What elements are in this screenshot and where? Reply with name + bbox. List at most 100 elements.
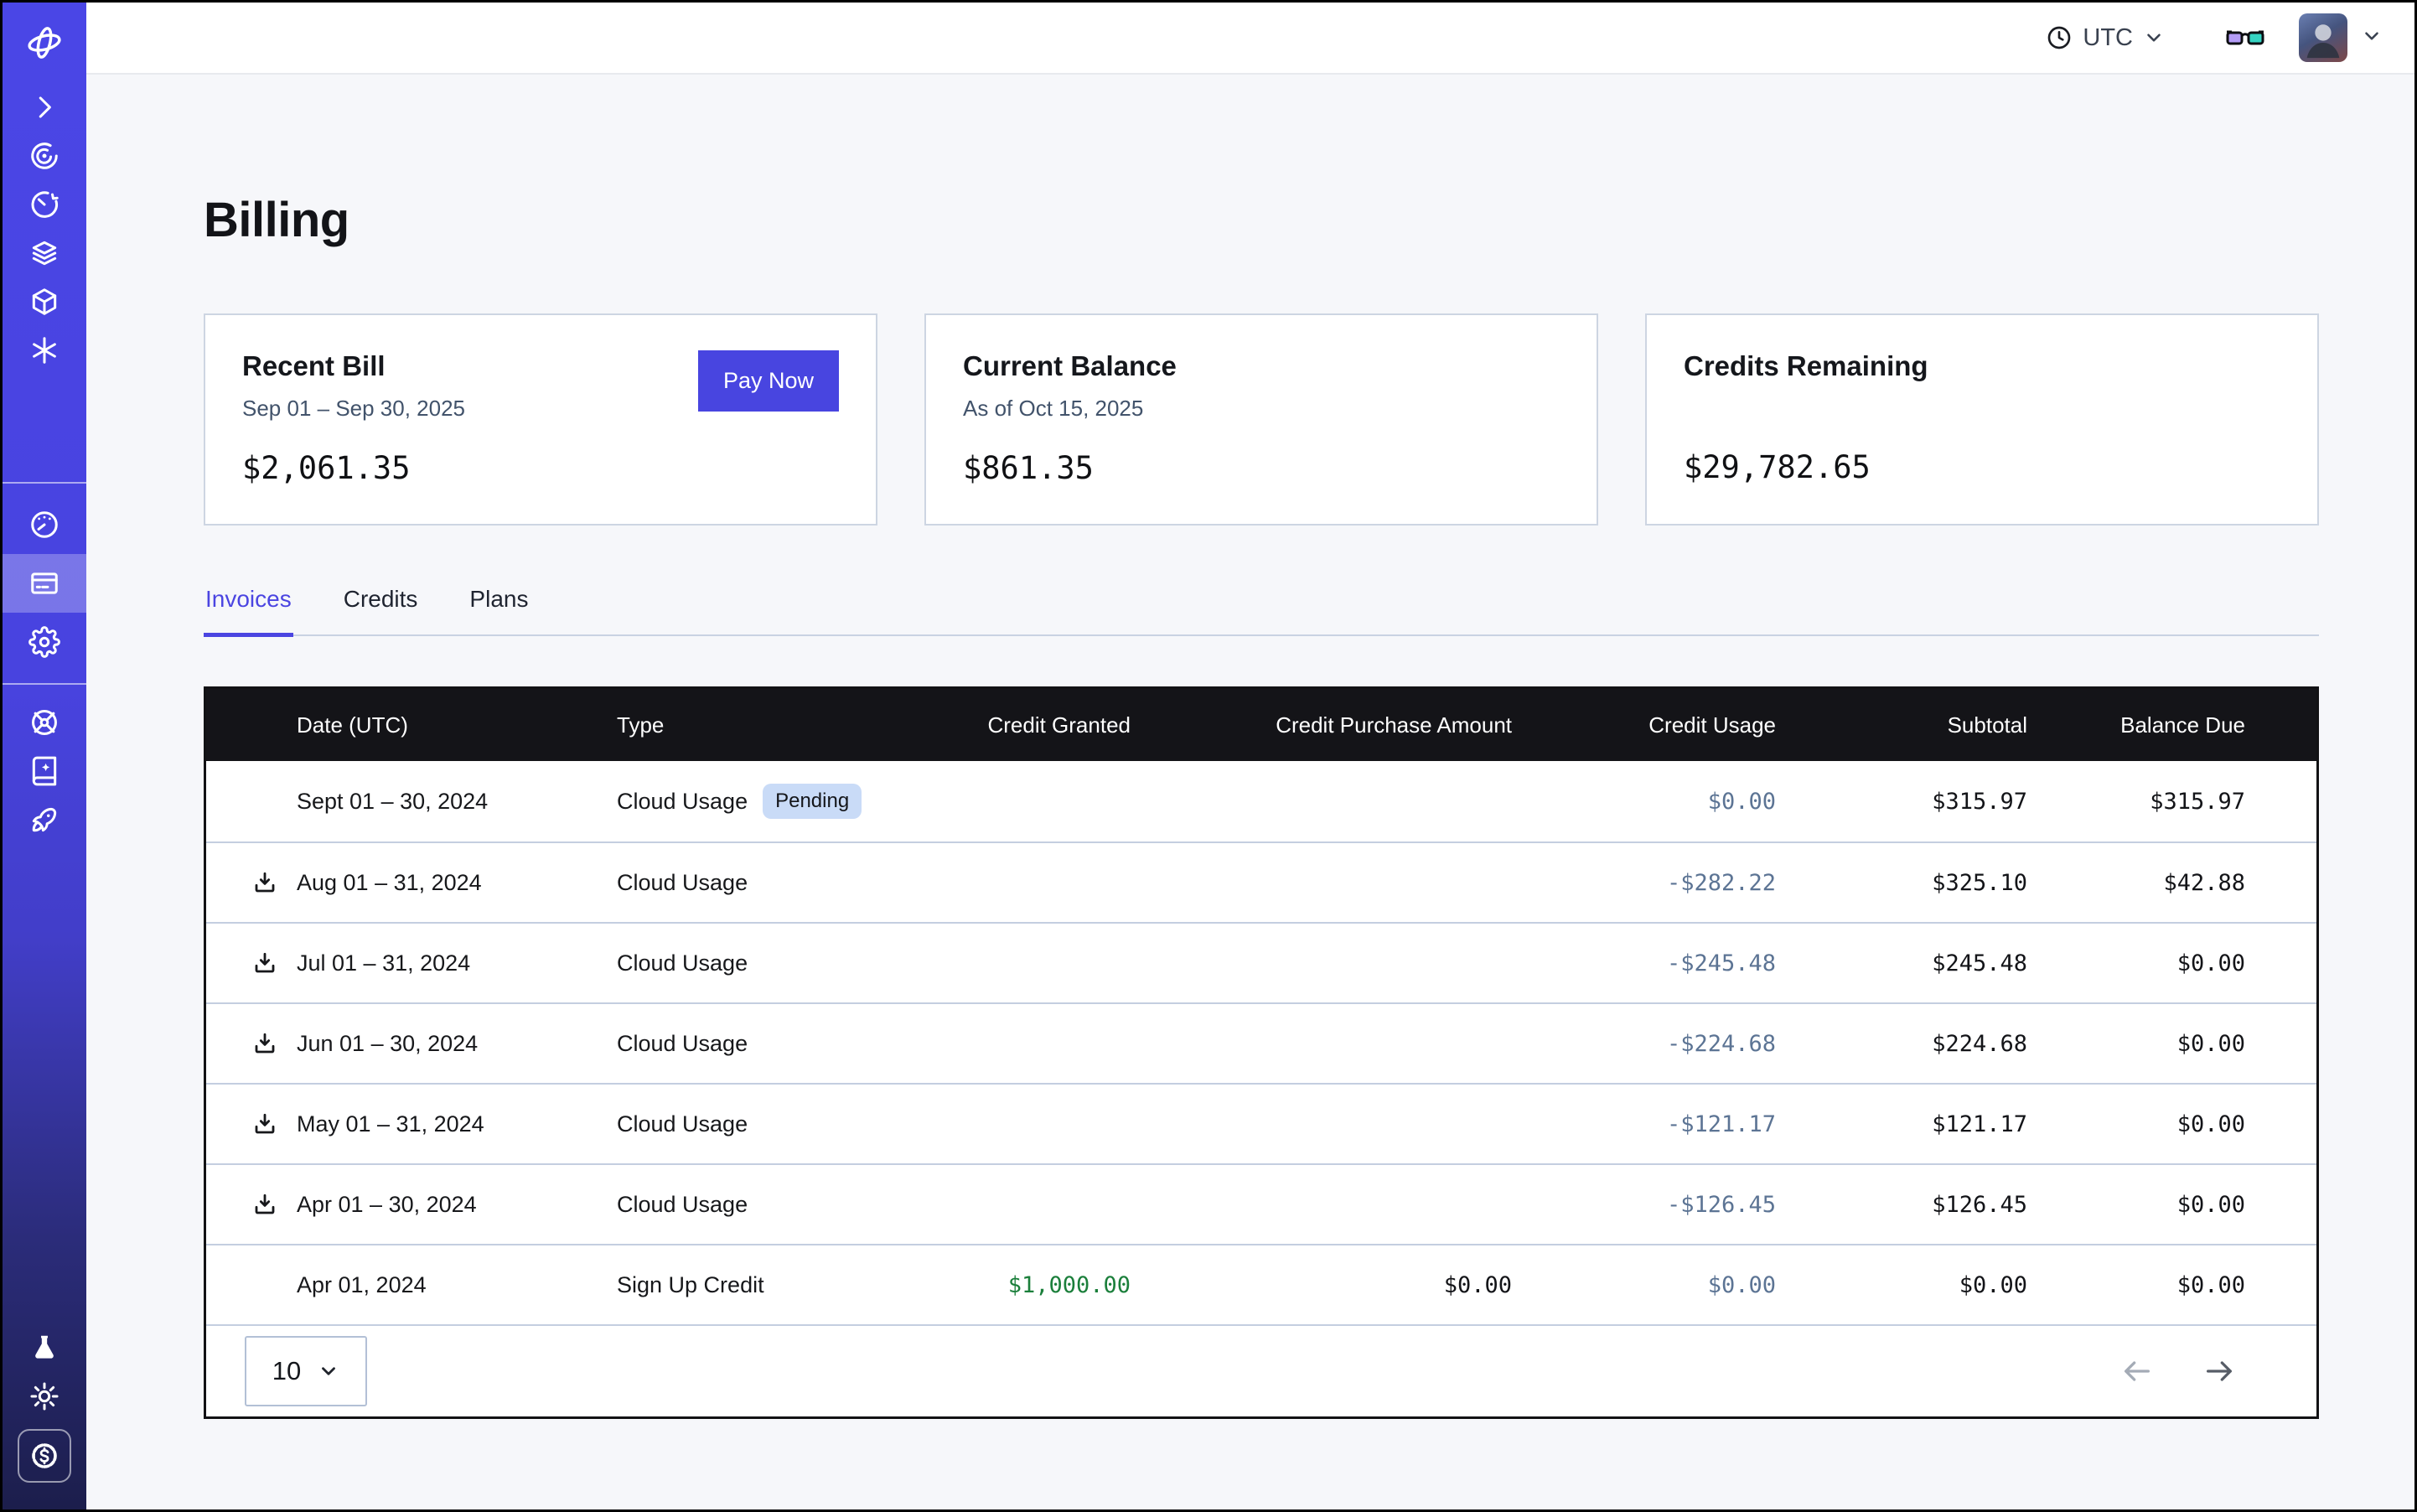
chevron-right-icon xyxy=(39,96,51,118)
credit-usage-cell: $0.00 xyxy=(1707,1271,1776,1298)
invoice-date: Sept 01 – 30, 2024 xyxy=(297,788,489,814)
billing-tabs: Invoices Credits Plans xyxy=(204,574,2319,637)
balance-due-cell: $0.00 xyxy=(2176,1111,2245,1137)
table-row: Jul 01 – 31, 2024 Cloud Usage -$245.48 $… xyxy=(206,922,2316,1002)
sidebar-item-settings[interactable] xyxy=(3,613,86,671)
sidebar-item-docs[interactable] xyxy=(3,747,86,795)
sidebar-item-billing[interactable] xyxy=(3,554,86,613)
credit-purchase-cell: $0.00 xyxy=(1443,1271,1512,1298)
timezone-selector[interactable]: UTC xyxy=(2046,24,2165,52)
invoice-date: Aug 01 – 31, 2024 xyxy=(297,869,482,895)
card-title: Recent Bill xyxy=(242,350,386,381)
book-sparkle-icon xyxy=(32,756,57,786)
invoice-type: Cloud Usage xyxy=(617,950,748,976)
subtotal-cell: $0.00 xyxy=(1959,1271,2027,1298)
invoice-type: Cloud Usage xyxy=(617,1111,748,1137)
table-footer: 10 xyxy=(206,1324,2316,1416)
pagination-controls xyxy=(2120,1354,2236,1388)
invoice-type: Cloud Usage xyxy=(617,1191,748,1217)
wheel-icon xyxy=(32,710,57,735)
column-header-date: Date (UTC) xyxy=(297,712,408,738)
invoice-type: Cloud Usage xyxy=(617,869,748,895)
balance-due-cell: $0.00 xyxy=(2176,1030,2245,1057)
sidebar-group-help xyxy=(3,698,86,844)
page-size-select[interactable]: 10 xyxy=(245,1336,367,1406)
subtotal-cell: $126.45 xyxy=(1932,1191,2027,1218)
download-invoice-button[interactable] xyxy=(248,866,282,899)
balance-due-cell: $315.97 xyxy=(2150,788,2245,815)
credit-usage-cell: -$126.45 xyxy=(1666,1191,1776,1218)
invoice-date: Apr 01, 2024 xyxy=(297,1271,427,1297)
table-row: May 01 – 31, 2024 Cloud Usage -$121.17 $… xyxy=(206,1083,2316,1163)
download-invoice-button[interactable] xyxy=(248,1107,282,1141)
credit-usage-cell: -$282.22 xyxy=(1666,869,1776,896)
pay-now-button[interactable]: Pay Now xyxy=(697,350,839,412)
invoice-date: Jun 01 – 30, 2024 xyxy=(297,1030,479,1056)
table-header-row: Date (UTC) Type Credit Granted Credit Pu… xyxy=(206,689,2316,761)
balance-due-cell: $0.00 xyxy=(2176,1191,2245,1218)
credit-usage-cell: -$121.17 xyxy=(1666,1111,1776,1137)
subtotal-cell: $315.97 xyxy=(1932,788,2027,815)
sidebar-item-usage[interactable] xyxy=(3,495,86,554)
download-invoice-button[interactable] xyxy=(248,1027,282,1060)
subtotal-cell: $224.68 xyxy=(1932,1030,2027,1057)
invoice-date: May 01 – 31, 2024 xyxy=(297,1111,484,1137)
tab-invoices[interactable]: Invoices xyxy=(204,574,293,637)
download-icon xyxy=(255,872,275,893)
sidebar-item-stacks[interactable] xyxy=(3,229,86,277)
table-row: Apr 01, 2024 Sign Up Credit $1,000.00 $0… xyxy=(206,1244,2316,1324)
column-header-credit-purchase: Credit Purchase Amount xyxy=(1276,712,1512,738)
invoice-type: Cloud Usage xyxy=(617,1030,748,1056)
topbar: UTC xyxy=(86,3,2414,75)
subtotal-cell: $325.10 xyxy=(1932,869,2027,896)
card-subtitle: As of Oct 15, 2025 xyxy=(963,396,1144,421)
sidebar-item-credits[interactable] xyxy=(18,1429,71,1483)
sidebar-item-support[interactable] xyxy=(3,698,86,747)
sidebar xyxy=(3,3,86,1509)
invoices-table: Date (UTC) Type Credit Granted Credit Pu… xyxy=(204,686,2319,1419)
sidebar-item-observe[interactable] xyxy=(3,132,86,180)
column-header-type: Type xyxy=(617,712,665,738)
credits-remaining-card: Credits Remaining $29,782.65 xyxy=(1645,313,2319,526)
balance-due-cell: $0.00 xyxy=(2176,950,2245,976)
sidebar-item-quickstart[interactable] xyxy=(3,795,86,844)
download-icon xyxy=(255,1113,275,1134)
sidebar-collapse-button[interactable] xyxy=(3,83,86,132)
credit-usage-cell: -$224.68 xyxy=(1666,1030,1776,1057)
column-header-credit-usage: Credit Usage xyxy=(1648,712,1776,738)
sidebar-item-labs[interactable] xyxy=(3,1323,86,1372)
flask-icon xyxy=(35,1335,54,1359)
tab-plans[interactable]: Plans xyxy=(469,586,529,612)
credit-usage-cell: -$245.48 xyxy=(1666,950,1776,976)
rocket-icon xyxy=(32,807,57,832)
page-size-value: 10 xyxy=(272,1356,302,1385)
sidebar-item-services[interactable] xyxy=(3,326,86,375)
reader-mode-button[interactable] xyxy=(2225,25,2265,50)
download-icon xyxy=(255,952,275,973)
avatar[interactable] xyxy=(2299,13,2347,62)
recent-bill-card: Recent Bill Sep 01 – Sep 30, 2025 $2,061… xyxy=(204,313,877,526)
sidebar-item-compute[interactable] xyxy=(3,277,86,326)
sidebar-group-account xyxy=(3,495,86,671)
avatar-photo xyxy=(2306,24,2340,59)
balance-due-cell: $0.00 xyxy=(2176,1271,2245,1298)
arrow-left-icon xyxy=(2125,1361,2150,1381)
billing-card-icon xyxy=(31,572,58,594)
sidebar-item-history[interactable] xyxy=(3,180,86,229)
glasses-icon xyxy=(2226,30,2264,45)
sidebar-item-theme-toggle[interactable] xyxy=(3,1372,86,1421)
tab-credits[interactable]: Credits xyxy=(343,586,418,612)
gauge-icon xyxy=(31,511,58,538)
sidebar-item-logo[interactable] xyxy=(3,3,86,83)
previous-page-button[interactable] xyxy=(2120,1354,2154,1388)
atom-logo-icon xyxy=(28,27,61,59)
page-title: Billing xyxy=(204,193,349,247)
next-page-button[interactable] xyxy=(2202,1354,2236,1388)
balance-due-cell: $42.88 xyxy=(2163,869,2245,896)
gear-icon xyxy=(28,626,60,658)
account-menu-button[interactable] xyxy=(2361,25,2383,51)
download-invoice-button[interactable] xyxy=(248,1188,282,1221)
download-icon xyxy=(255,1194,275,1214)
download-invoice-button[interactable] xyxy=(248,946,282,980)
card-title: Credits Remaining xyxy=(1684,350,1928,381)
